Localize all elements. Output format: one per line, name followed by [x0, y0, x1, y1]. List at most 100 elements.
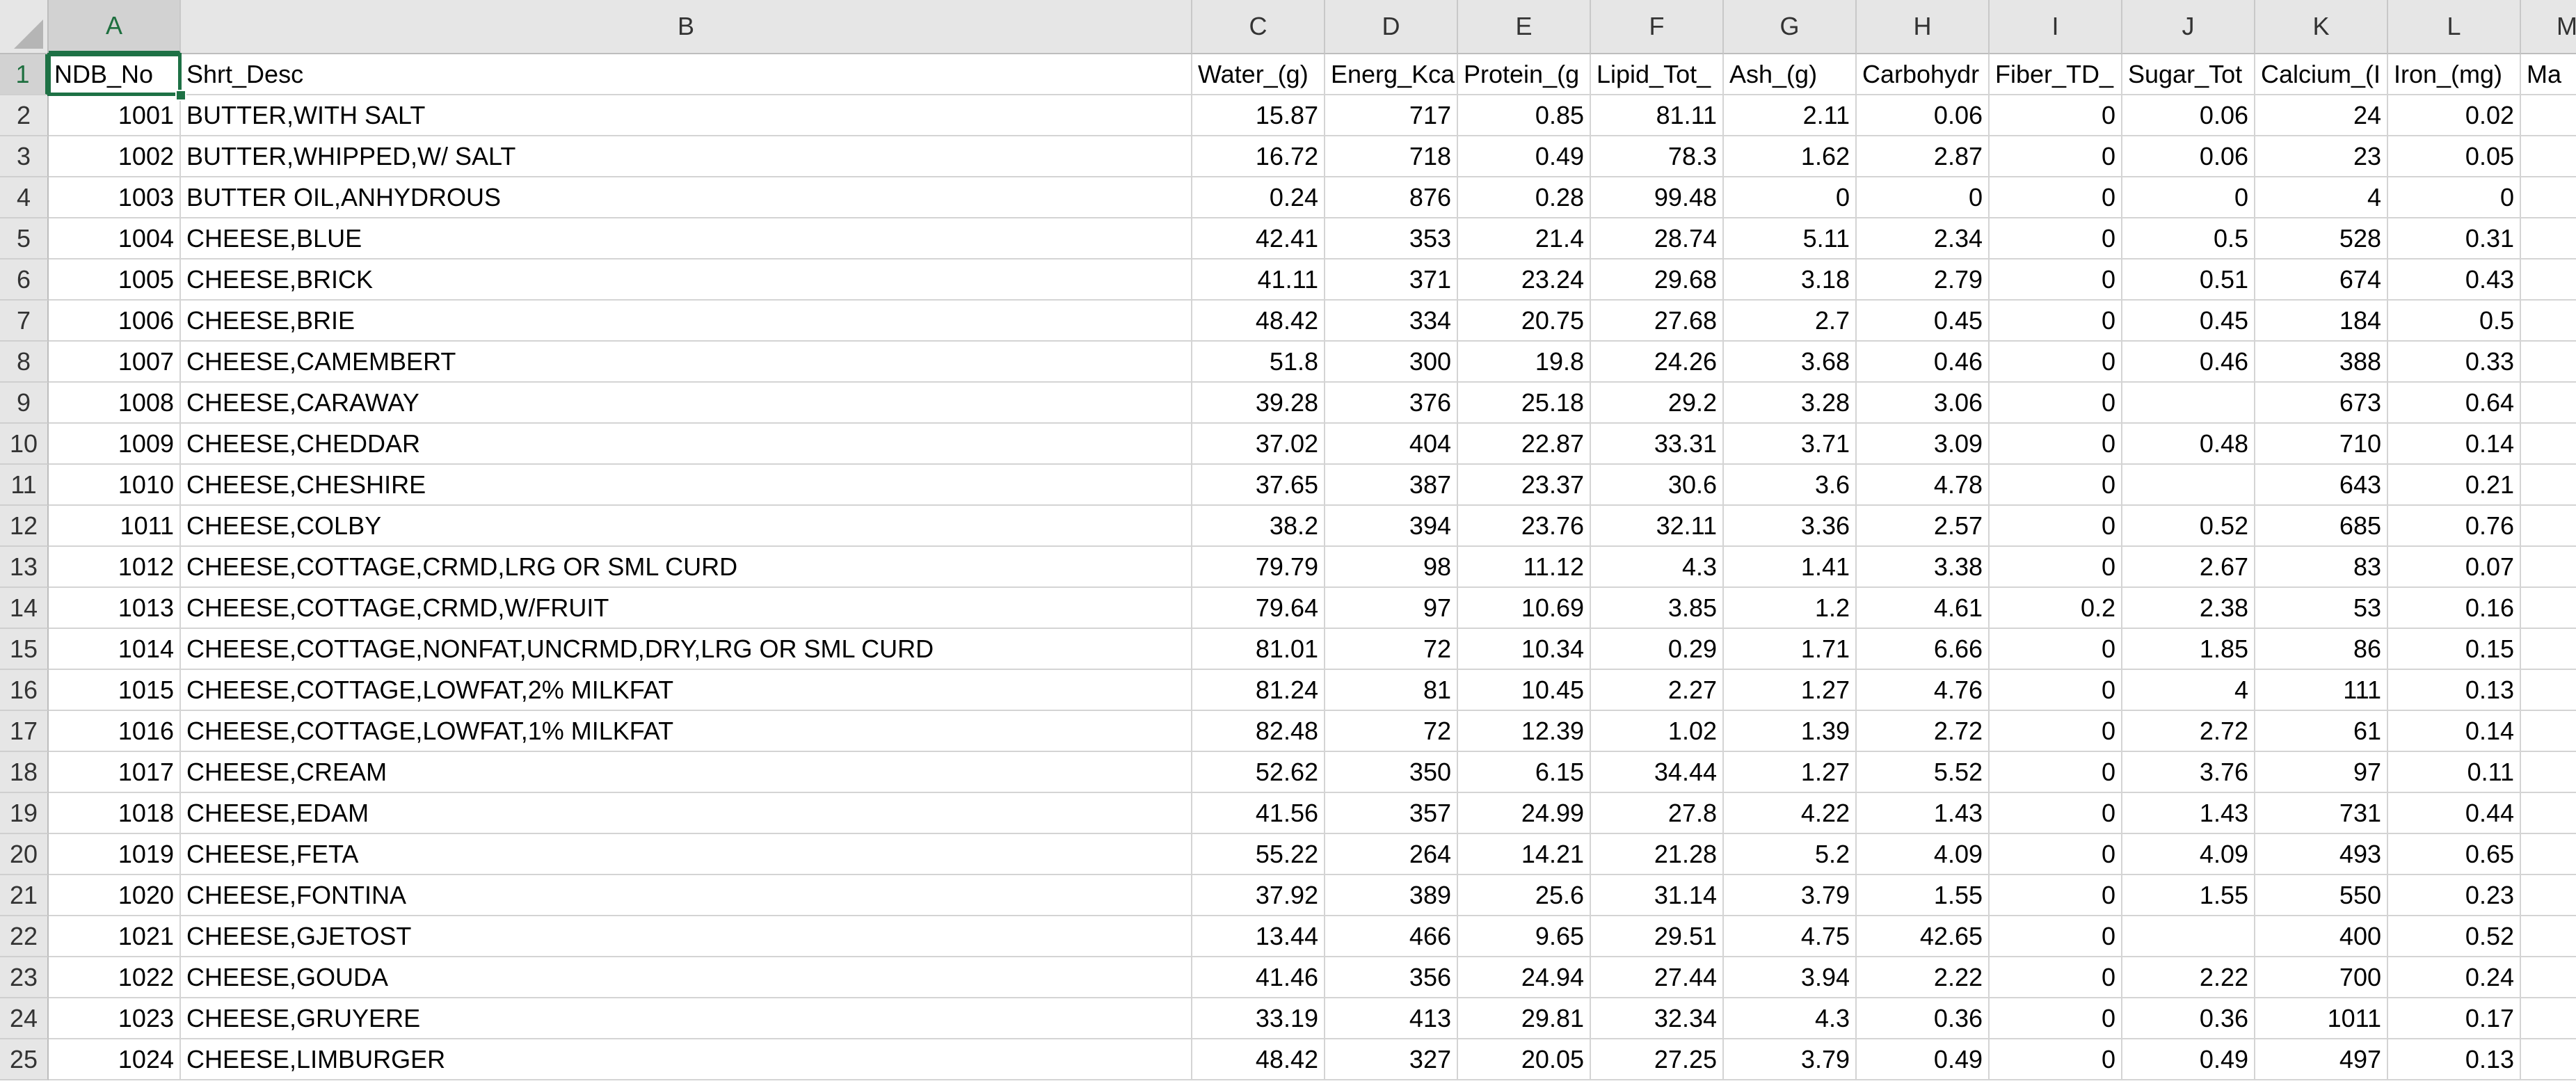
table-cell[interactable]: 1024 [49, 1039, 181, 1080]
table-cell[interactable]: 466 [1325, 916, 1458, 957]
table-cell[interactable]: 0.11 [2388, 752, 2521, 793]
table-cell[interactable]: 0.52 [2388, 916, 2521, 957]
table-cell[interactable]: 0 [2388, 177, 2521, 218]
table-cell[interactable]: 1.2 [1724, 588, 1857, 629]
table-cell[interactable]: 264 [1325, 834, 1458, 875]
table-cell[interactable]: 61 [2255, 711, 2388, 752]
table-cell[interactable]: 1018 [49, 793, 181, 834]
table-cell[interactable]: 2.7 [1724, 301, 1857, 342]
table-cell[interactable] [2122, 916, 2255, 957]
header-cell[interactable]: Fiber_TD_ [1990, 54, 2122, 95]
table-cell[interactable]: 0 [1990, 793, 2122, 834]
table-cell[interactable]: 1.55 [2122, 875, 2255, 916]
table-cell[interactable]: 1021 [49, 916, 181, 957]
table-cell[interactable]: 1001 [49, 95, 181, 136]
table-cell[interactable]: 1005 [49, 259, 181, 301]
table-cell[interactable]: 4 [2255, 177, 2388, 218]
table-cell[interactable]: 4.09 [2122, 834, 2255, 875]
table-cell[interactable]: 1013 [49, 588, 181, 629]
table-cell[interactable]: 387 [1325, 465, 1458, 506]
table-cell[interactable]: 23.24 [1458, 259, 1591, 301]
table-cell[interactable]: 0.45 [2122, 301, 2255, 342]
table-cell[interactable]: 42.65 [1857, 916, 1990, 957]
table-cell[interactable]: 4.61 [1857, 588, 1990, 629]
table-cell[interactable]: 184 [2255, 301, 2388, 342]
table-cell[interactable]: 327 [1325, 1039, 1458, 1080]
table-cell[interactable]: 0.45 [1857, 301, 1990, 342]
column-header-j[interactable]: J [2122, 0, 2255, 54]
table-cell[interactable]: 29.68 [1591, 259, 1724, 301]
table-cell[interactable]: 23.76 [1458, 506, 1591, 547]
table-cell[interactable]: 3.76 [2122, 752, 2255, 793]
table-cell[interactable]: 0.14 [2388, 424, 2521, 465]
table-cell[interactable]: 0.5 [2122, 218, 2255, 259]
table-cell[interactable]: 72 [1325, 629, 1458, 670]
table-cell[interactable]: 0 [2122, 177, 2255, 218]
row-header-21[interactable]: 21 [0, 875, 49, 916]
table-cell[interactable] [2521, 957, 2576, 998]
table-cell[interactable]: 13.44 [1192, 916, 1325, 957]
table-cell[interactable]: 81.24 [1192, 670, 1325, 711]
table-cell[interactable]: 24.99 [1458, 793, 1591, 834]
table-cell[interactable]: 30.6 [1591, 465, 1724, 506]
table-cell[interactable]: 97 [2255, 752, 2388, 793]
header-cell[interactable]: Ash_(g) [1724, 54, 1857, 95]
header-cell[interactable]: Lipid_Tot_ [1591, 54, 1724, 95]
table-cell[interactable]: 0 [1724, 177, 1857, 218]
row-header-17[interactable]: 17 [0, 711, 49, 752]
table-cell[interactable]: 24 [2255, 95, 2388, 136]
table-cell[interactable] [2521, 259, 2576, 301]
table-cell[interactable]: 0 [1990, 424, 2122, 465]
table-cell[interactable]: 1.62 [1724, 136, 1857, 177]
table-cell[interactable]: 31.14 [1591, 875, 1724, 916]
table-cell[interactable]: 0.17 [2388, 998, 2521, 1039]
table-cell[interactable]: 0.2 [1990, 588, 2122, 629]
table-cell[interactable]: 3.79 [1724, 1039, 1857, 1080]
table-cell[interactable]: CHEESE,CHEDDAR [181, 424, 1192, 465]
table-cell[interactable]: 1.85 [2122, 629, 2255, 670]
row-header-2[interactable]: 2 [0, 95, 49, 136]
table-cell[interactable]: 1003 [49, 177, 181, 218]
table-cell[interactable]: 1007 [49, 342, 181, 383]
table-cell[interactable]: 78.3 [1591, 136, 1724, 177]
row-header-10[interactable]: 10 [0, 424, 49, 465]
table-cell[interactable]: 876 [1325, 177, 1458, 218]
table-cell[interactable]: CHEESE,CHESHIRE [181, 465, 1192, 506]
table-cell[interactable]: 0.16 [2388, 588, 2521, 629]
table-cell[interactable]: 4.3 [1591, 547, 1724, 588]
table-cell[interactable]: 0 [1990, 177, 2122, 218]
table-cell[interactable]: 700 [2255, 957, 2388, 998]
table-cell[interactable]: 1012 [49, 547, 181, 588]
table-cell[interactable]: CHEESE,COTTAGE,CRMD,LRG OR SML CURD [181, 547, 1192, 588]
header-cell[interactable]: NDB_No [49, 54, 181, 95]
table-cell[interactable]: 20.75 [1458, 301, 1591, 342]
table-cell[interactable]: 0.43 [2388, 259, 2521, 301]
table-cell[interactable]: 2.72 [1857, 711, 1990, 752]
table-cell[interactable]: 4 [2122, 670, 2255, 711]
fill-handle[interactable] [175, 90, 186, 101]
table-cell[interactable]: 4.76 [1857, 670, 1990, 711]
table-cell[interactable] [2521, 670, 2576, 711]
table-cell[interactable]: 25.18 [1458, 383, 1591, 424]
table-cell[interactable]: 493 [2255, 834, 2388, 875]
table-cell[interactable]: 3.94 [1724, 957, 1857, 998]
table-cell[interactable]: 0.21 [2388, 465, 2521, 506]
table-cell[interactable]: 1009 [49, 424, 181, 465]
table-cell[interactable]: BUTTER OIL,ANHYDROUS [181, 177, 1192, 218]
table-cell[interactable]: 3.36 [1724, 506, 1857, 547]
table-cell[interactable]: 0.49 [1458, 136, 1591, 177]
table-cell[interactable] [2521, 752, 2576, 793]
table-cell[interactable]: 0.13 [2388, 670, 2521, 711]
table-cell[interactable]: 97 [1325, 588, 1458, 629]
table-cell[interactable]: CHEESE,CAMEMBERT [181, 342, 1192, 383]
table-cell[interactable] [2521, 711, 2576, 752]
column-header-ma[interactable]: Ma [2521, 0, 2576, 54]
table-cell[interactable]: 0.46 [2122, 342, 2255, 383]
row-header-22[interactable]: 22 [0, 916, 49, 957]
header-cell[interactable]: Iron_(mg) [2388, 54, 2521, 95]
row-header-20[interactable]: 20 [0, 834, 49, 875]
table-cell[interactable]: 3.28 [1724, 383, 1857, 424]
table-cell[interactable]: 0 [1990, 957, 2122, 998]
table-cell[interactable]: 0.48 [2122, 424, 2255, 465]
